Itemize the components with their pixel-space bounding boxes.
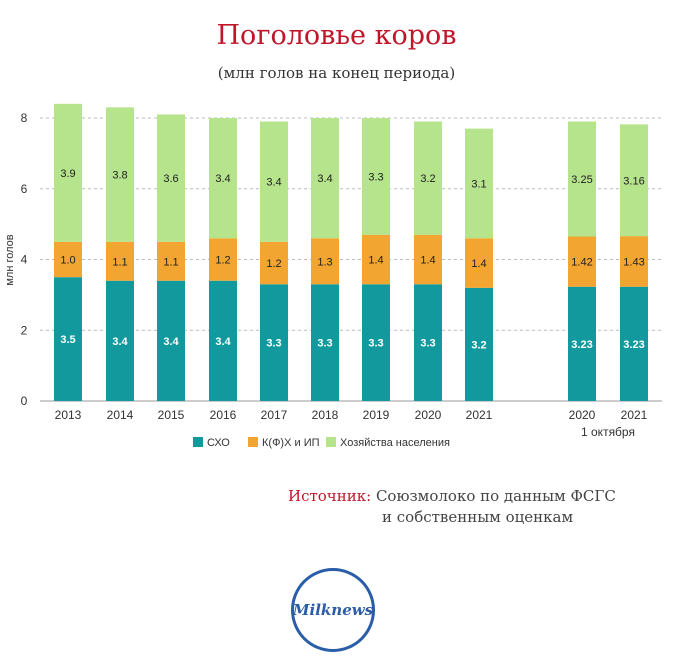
bar-segment [620, 236, 648, 287]
data-label: 1.4 [471, 258, 486, 270]
data-label: 3.1 [471, 178, 486, 190]
data-label: 3.8 [112, 170, 127, 182]
data-label: 3.3 [368, 338, 383, 350]
bar-segment [209, 238, 237, 281]
legend-swatch [248, 437, 258, 447]
bar-segment [465, 238, 493, 288]
bar-segment [311, 118, 339, 239]
x-tick-label: 2014 [107, 408, 134, 422]
bar-segment [362, 284, 390, 401]
x-tick-label: 2018 [312, 408, 339, 422]
bar-segment [465, 128, 493, 239]
data-label: 1.3 [317, 256, 332, 268]
data-label: 3.25 [571, 174, 592, 186]
x-tick-label: 2019 [363, 408, 390, 422]
data-label: 3.4 [215, 173, 230, 185]
data-label: 3.2 [420, 173, 435, 185]
x-group-note: 1 октября [581, 425, 635, 439]
data-label: 1.1 [112, 256, 127, 268]
bar-segment [54, 103, 82, 242]
bar-segment [465, 287, 493, 401]
legend-label: Хозяйства населения [340, 437, 450, 449]
y-tick-label: 2 [21, 323, 28, 337]
data-label: 1.1 [163, 256, 178, 268]
bar-segment [362, 234, 390, 285]
bar-segment [311, 284, 339, 401]
x-tick-label: 2017 [261, 408, 288, 422]
bar-segment [568, 121, 596, 237]
x-tick-label: 2013 [55, 408, 82, 422]
bar-segment [209, 118, 237, 239]
chart-title: Поголовье коров [216, 20, 457, 51]
stacked-bar-chart: 0 2 4 6 8 млн голов 3.5 1.0 3.9 2013 3.4 1.1 3.8 2014… [4, 103, 662, 449]
data-label: 3.3 [368, 171, 383, 183]
logo-text: Milknews [292, 601, 374, 619]
bar-segment [260, 241, 288, 285]
y-axis-label: млн голов [4, 234, 16, 285]
legend-swatch [193, 437, 203, 447]
y-tick-label: 4 [21, 253, 28, 267]
x-tick-label: 2020 [415, 408, 442, 422]
data-label: 1.43 [623, 256, 644, 268]
legend-label: К(Ф)Х и ИП [262, 437, 320, 449]
y-tick-label: 6 [21, 182, 28, 196]
x-tick-label: 2021 [621, 408, 648, 422]
data-label: 3.5 [60, 334, 75, 346]
bar-segment [106, 280, 134, 401]
data-label: 1.4 [420, 255, 435, 267]
source-line-2: и собственным оценкам [382, 508, 574, 526]
bar-segment [620, 286, 648, 401]
bar-segment [260, 284, 288, 401]
data-label: 3.23 [623, 339, 644, 351]
legend-swatch [326, 437, 336, 447]
data-label: 3.16 [623, 175, 644, 187]
bar-segment [106, 107, 134, 242]
data-label: 1.2 [266, 258, 281, 270]
y-tick-label: 0 [21, 394, 28, 408]
data-label: 1.4 [368, 255, 383, 267]
bar-segment [311, 238, 339, 285]
source-note: Источник: Союзмолоко по данным ФСГС и со… [288, 486, 616, 528]
data-label: 3.3 [266, 338, 281, 350]
bar-segment [414, 234, 442, 285]
bar-segment [568, 286, 596, 401]
data-label: 3.3 [317, 338, 332, 350]
data-label: 3.23 [571, 339, 592, 351]
data-label: 3.3 [420, 338, 435, 350]
data-label: 1.42 [571, 257, 592, 269]
bar-segment [362, 118, 390, 235]
x-tick-label: 2015 [158, 408, 185, 422]
data-label: 3.4 [215, 336, 231, 348]
data-label: 3.9 [60, 168, 75, 180]
x-tick-label: 2021 [466, 408, 493, 422]
bar-segment [568, 236, 596, 287]
bar-segment [260, 121, 288, 242]
x-tick-label: 2020 [569, 408, 596, 422]
bar-segment [209, 280, 237, 401]
bar-segment [157, 280, 185, 401]
bar-segment [414, 121, 442, 235]
data-label: 3.4 [163, 336, 179, 348]
legend-label: СХО [207, 437, 230, 449]
x-tick-label: 2016 [210, 408, 237, 422]
y-tick-label: 8 [21, 111, 28, 125]
data-label: 3.4 [317, 173, 332, 185]
source-label: Источник: [288, 487, 372, 505]
chart-subtitle: (млн голов на конец периода) [217, 64, 456, 82]
data-label: 3.4 [112, 336, 128, 348]
data-label: 3.2 [471, 339, 486, 351]
bar-segment [620, 124, 648, 237]
bar-segment [157, 114, 185, 242]
bar-segment [414, 284, 442, 401]
data-label: 1.0 [60, 255, 75, 267]
bar-segment [54, 241, 82, 278]
milknews-logo: Milknews [291, 568, 375, 652]
source-line-1: Союзмолоко по данным ФСГС [375, 487, 616, 505]
bar-segment [54, 277, 82, 401]
data-label: 1.2 [215, 255, 230, 267]
bar-segment [157, 241, 185, 281]
bar-segment [106, 241, 134, 281]
data-label: 3.6 [163, 173, 178, 185]
data-label: 3.4 [266, 177, 281, 189]
